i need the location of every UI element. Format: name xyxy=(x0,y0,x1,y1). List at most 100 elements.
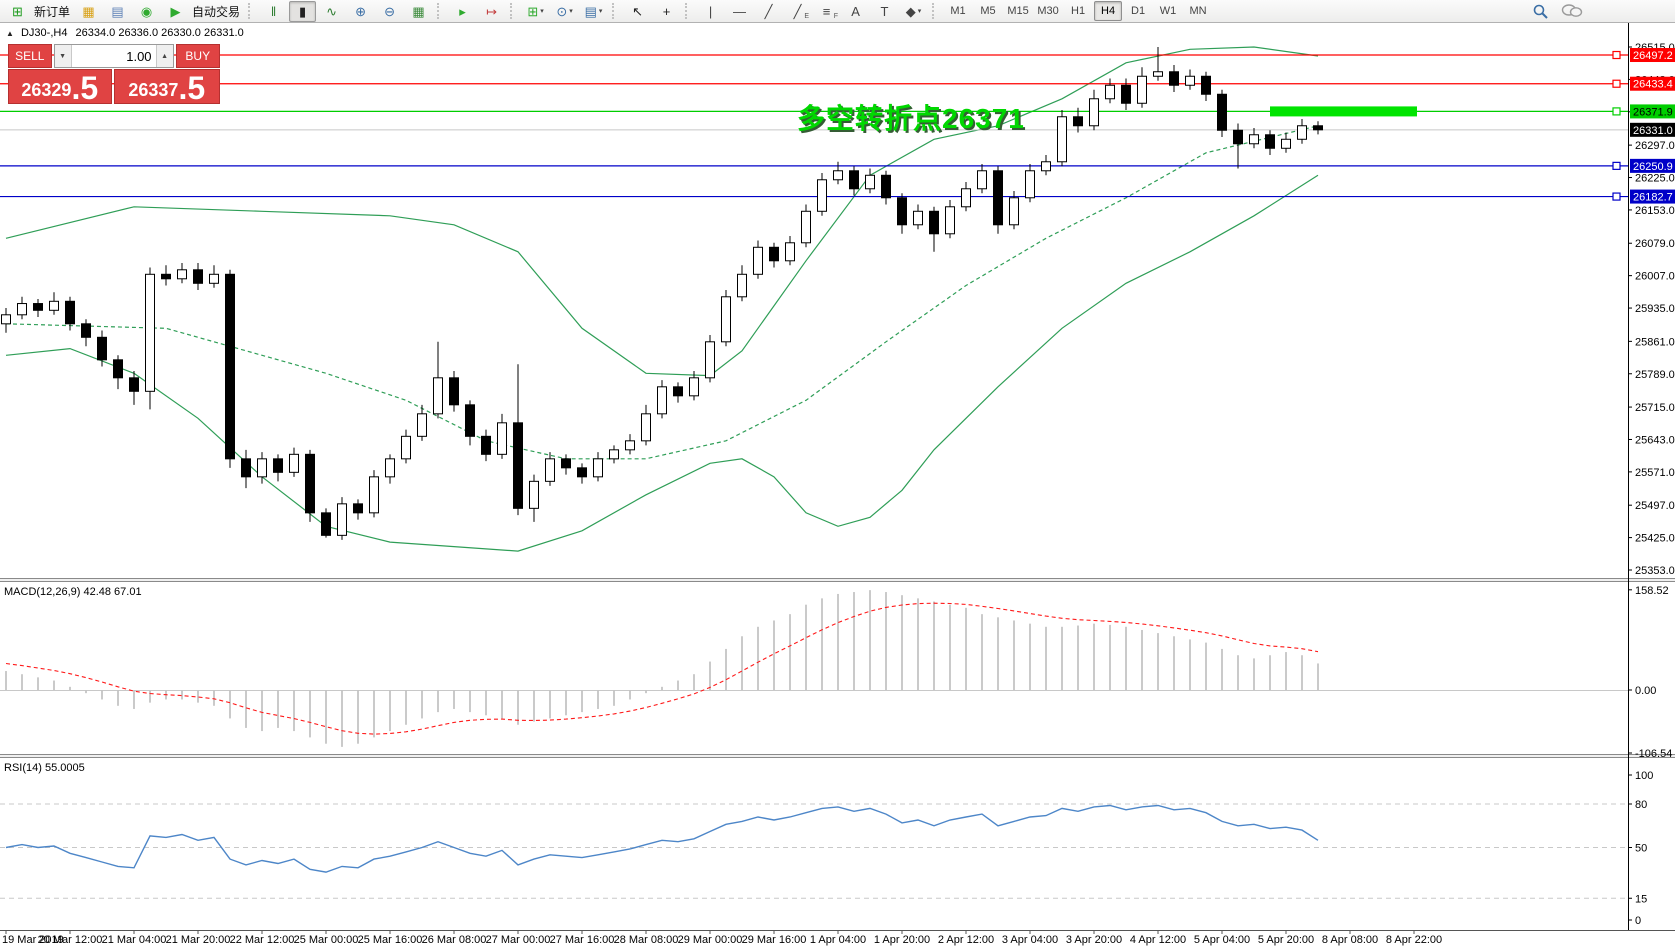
candle-body xyxy=(1153,71,1163,77)
trendline-icon[interactable]: ╱ xyxy=(764,3,773,19)
auto-scroll-icon[interactable]: ▸ xyxy=(459,3,466,19)
toolbar-separator xyxy=(932,3,939,19)
candle-body xyxy=(753,246,763,275)
signals-icon[interactable]: ◉ xyxy=(140,3,153,19)
candle-body xyxy=(1217,93,1227,131)
search-icon[interactable] xyxy=(1532,3,1549,20)
candle-body xyxy=(769,246,779,262)
turning-point-highlight-bar[interactable] xyxy=(1270,106,1417,117)
candle-body xyxy=(561,458,571,469)
price-tick-label: 25353.0 xyxy=(1635,565,1675,577)
charts-icon[interactable]: ▦ xyxy=(82,3,95,19)
candle-body xyxy=(513,422,523,509)
templates-icon[interactable]: ▤ ▾ xyxy=(584,3,603,19)
candle-body xyxy=(625,440,635,451)
periods-icon[interactable]: ⊙ ▾ xyxy=(556,3,573,19)
volume-input[interactable] xyxy=(71,45,156,67)
time-tick-label: 21 Mar 04:00 xyxy=(102,934,167,946)
zoom-in-icon[interactable]: ⊕ xyxy=(355,3,366,19)
bar-chart-mode-icon[interactable]: ‖ xyxy=(270,3,277,19)
price-tick-label: 26297.0 xyxy=(1635,140,1675,152)
rsi-axis-label: 50 xyxy=(1635,843,1647,855)
macd-axis-label: 0.00 xyxy=(1635,685,1656,697)
buy-button[interactable]: BUY xyxy=(175,44,220,68)
market-watch-icon[interactable]: ▤ xyxy=(111,3,124,19)
text-icon[interactable]: A xyxy=(851,3,860,19)
timeframe-d1[interactable]: D1 xyxy=(1131,5,1146,17)
macd-axis-label: 158.52 xyxy=(1635,585,1669,597)
text-label-icon[interactable]: T xyxy=(880,3,889,19)
zoom-out-icon[interactable]: ⊖ xyxy=(384,3,395,19)
rsi-label: RSI(14) 55.0005 xyxy=(4,762,85,774)
toolbar-group: ‖ ▮ ∿ ⊕ ⊖ ▦ xyxy=(256,0,436,22)
candle-body xyxy=(1169,71,1179,86)
candlestick-mode-icon[interactable]: ▮ xyxy=(289,0,317,22)
candle-body xyxy=(1233,129,1243,145)
candle-body xyxy=(913,210,923,226)
arrows-icon[interactable]: ◆ ▾ xyxy=(905,3,922,19)
volume-decrease-button[interactable]: ▼ xyxy=(54,45,72,67)
auto-trading-icon[interactable]: ▶ xyxy=(170,3,181,19)
line-end-marker[interactable] xyxy=(1612,192,1621,201)
price-badges: 26497.2 26433.4 26371.9 26331.0 26250.9 26182… xyxy=(1612,48,1675,204)
candle-body xyxy=(1185,75,1195,86)
volume-increase-button[interactable]: ▲ xyxy=(155,45,173,67)
cursor-icon[interactable]: ↖ xyxy=(632,3,643,19)
timeframe-h1[interactable]: H1 xyxy=(1071,5,1086,17)
sell-price-button[interactable]: 26329 .5 xyxy=(8,69,112,104)
new-order-icon[interactable]: ⊞ xyxy=(12,3,23,19)
chat-icon[interactable] xyxy=(1561,3,1583,19)
annotation-text[interactable]: 多空转折点26371 xyxy=(797,103,1025,134)
symbol-info-expander-icon[interactable]: ▲ xyxy=(6,29,14,38)
panel-splitter[interactable] xyxy=(0,754,1675,757)
timeframe-m30[interactable]: M30 xyxy=(1037,5,1059,17)
time-tick-label: 8 Apr 08:00 xyxy=(1322,934,1378,946)
candle-body xyxy=(545,458,555,482)
fibonacci-icon[interactable]: ≡ F xyxy=(822,3,839,20)
indicators-icon[interactable]: ⊞ ▾ xyxy=(527,3,544,19)
line-end-marker[interactable] xyxy=(1612,50,1621,60)
candle-body xyxy=(1,314,11,325)
candle-body xyxy=(641,413,651,442)
buy-price-button[interactable]: 26337 .5 xyxy=(113,69,220,104)
new-order-label[interactable]: 新订单 xyxy=(34,4,71,19)
sell-price-int: 26329 xyxy=(21,80,72,100)
symbol-info[interactable]: ▲ DJ30-,H4 26334.0 26336.0 26330.0 26331… xyxy=(6,27,244,39)
timeframe-mn[interactable]: MN xyxy=(1189,5,1207,17)
candle-body xyxy=(737,273,747,298)
panel-splitter[interactable] xyxy=(0,578,1675,581)
line-end-marker[interactable] xyxy=(1612,107,1621,116)
candle-body xyxy=(385,458,395,478)
time-tick-label: 29 Mar 16:00 xyxy=(742,934,807,946)
chart-background[interactable] xyxy=(0,22,1675,949)
candle-body xyxy=(1089,98,1099,127)
candle-body xyxy=(289,453,299,473)
horizontal-line-icon[interactable]: — xyxy=(733,3,747,19)
candle-body xyxy=(1265,134,1275,149)
crosshair-icon[interactable]: + xyxy=(662,3,671,19)
line-end-marker[interactable] xyxy=(1612,79,1621,88)
candle-body xyxy=(369,476,379,514)
auto-trading-label[interactable]: 自动交易 xyxy=(192,4,241,19)
vertical-line-icon[interactable]: | xyxy=(708,3,713,19)
line-end-marker[interactable] xyxy=(1612,161,1621,170)
candle-body xyxy=(161,273,171,280)
time-tick-label: 3 Apr 20:00 xyxy=(1066,934,1122,946)
sell-button[interactable]: SELL xyxy=(8,44,52,68)
timeframe-w1[interactable]: W1 xyxy=(1159,5,1177,17)
timeframe-m5[interactable]: M5 xyxy=(980,5,996,17)
candle-body xyxy=(497,422,507,455)
line-chart-mode-icon[interactable]: ∿ xyxy=(326,3,337,19)
timeframe-h4[interactable]: H4 xyxy=(1094,1,1123,21)
equidistant-channel-icon[interactable]: ╱ E xyxy=(793,3,810,20)
toolbar-separator xyxy=(685,3,692,19)
tile-windows-icon[interactable]: ▦ xyxy=(412,3,425,19)
chart-shift-icon[interactable]: ↦ xyxy=(486,3,497,19)
price-tick-label: 25497.0 xyxy=(1635,500,1675,512)
timeframe-m15[interactable]: M15 xyxy=(1007,5,1029,17)
timeframe-m1[interactable]: M1 xyxy=(950,5,966,17)
buy-price-int: 26337 xyxy=(128,80,179,100)
candle-body xyxy=(833,170,843,181)
